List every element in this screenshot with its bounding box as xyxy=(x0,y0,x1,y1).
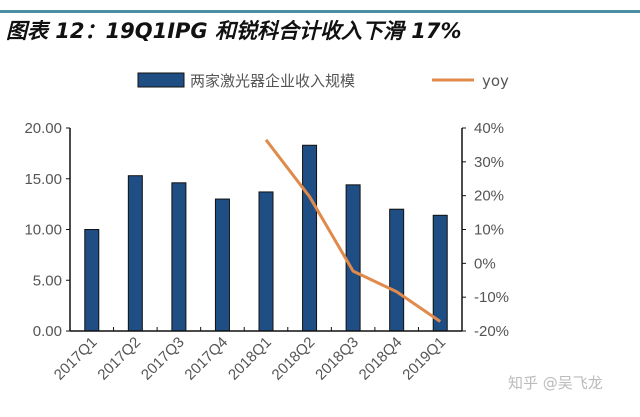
x-tick-label: 2018Q1 xyxy=(225,334,275,384)
x-tick-label: 2018Q3 xyxy=(312,334,362,384)
x-tick-label: 2019Q1 xyxy=(399,334,449,384)
legend-swatch-bar xyxy=(137,72,185,88)
x-tick-label: 2017Q4 xyxy=(181,334,231,384)
left-tick-label: 20.00 xyxy=(24,120,62,137)
bar-2017Q1 xyxy=(84,229,100,332)
legend-label-line: yoy xyxy=(482,72,509,90)
top-rule xyxy=(0,10,640,13)
bar-2017Q3 xyxy=(171,182,187,332)
bar-2018Q4 xyxy=(389,208,405,332)
x-tick-label: 2018Q2 xyxy=(269,334,319,384)
legend-label-bar: 两家激光器企业收入规模 xyxy=(190,72,355,90)
right-tick-label: 20% xyxy=(474,188,504,205)
x-tick-label: 2017Q2 xyxy=(94,334,144,384)
right-tick-label: 0% xyxy=(474,255,496,272)
chart-title: 图表 12：19Q1IPG 和锐科合计收入下滑 17% xyxy=(6,19,462,43)
bar-2017Q4 xyxy=(214,198,230,332)
bar-2019Q1 xyxy=(432,214,448,332)
left-tick-label: 5.00 xyxy=(33,272,62,289)
bar-2018Q2 xyxy=(302,144,318,332)
watermark: 知乎 @吴飞龙 xyxy=(508,374,603,392)
x-tick-label: 2018Q4 xyxy=(356,334,406,384)
right-tick-label: 10% xyxy=(474,222,504,239)
bar-2018Q1 xyxy=(258,191,274,332)
x-tick-label: 2017Q1 xyxy=(51,334,101,384)
left-tick-label: 10.00 xyxy=(24,222,62,239)
bar-2017Q2 xyxy=(127,175,143,332)
right-tick-label: 40% xyxy=(474,120,504,137)
x-tick-label: 2017Q3 xyxy=(138,334,188,384)
right-tick-label: -20% xyxy=(474,323,509,340)
right-tick-label: -10% xyxy=(474,289,509,306)
left-tick-label: 15.00 xyxy=(24,171,62,188)
right-tick-label: 30% xyxy=(474,154,504,171)
legend: 两家激光器企业收入规模 yoy xyxy=(137,72,509,90)
bar-2018Q3 xyxy=(345,184,361,332)
left-tick-label: 0.00 xyxy=(33,323,62,340)
